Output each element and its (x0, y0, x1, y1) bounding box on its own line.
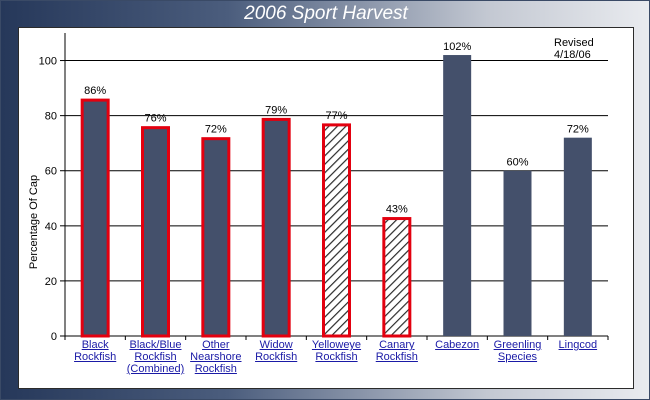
bar (443, 55, 472, 336)
bar (503, 170, 532, 336)
value-label: 77% (325, 110, 347, 122)
bar (382, 217, 412, 338)
value-label: 43% (386, 204, 408, 216)
bar (80, 98, 110, 338)
value-label: 60% (506, 157, 528, 169)
category-link[interactable]: Lingcod (558, 339, 598, 351)
category-link[interactable]: Black/Blue Rockfish (Combined) (126, 339, 185, 375)
category-link[interactable]: Widow Rockfish (255, 339, 298, 363)
y-tick-label: 20 (45, 276, 57, 288)
bars (80, 55, 592, 338)
category-link[interactable]: Greenling Species (493, 339, 542, 363)
chart-plot: 0 20 40 60 80 100 86% 76% 72% 79% 77% 43% 102% 60% 72… (39, 33, 609, 343)
category-link[interactable]: Other Nearshore Rockfish (190, 339, 242, 375)
y-tick-label: 80 (45, 111, 57, 123)
y-tick-label: 40 (45, 221, 57, 233)
value-label: 76% (144, 113, 166, 125)
chart-title: 2006 Sport Harvest (244, 3, 408, 24)
y-axis-label: Percentage Of Cap (28, 174, 40, 270)
revised-date: Revised 4/18/06 (554, 37, 594, 61)
category-link[interactable]: Cabezon (435, 339, 480, 351)
y-tick-label: 100 (39, 56, 57, 68)
value-label: 72% (205, 124, 227, 136)
bar (322, 123, 351, 338)
y-tick-label: 60 (45, 166, 57, 178)
value-label: 72% (567, 124, 589, 136)
category-link[interactable]: Canary Rockfish (375, 339, 418, 363)
value-label: 102% (443, 41, 471, 53)
plot-panel: 0 20 40 60 80 100 86% 76% 72% 79% 77% 43% 102% 60% 72… (18, 27, 634, 389)
y-tick-label: 0 (51, 331, 57, 343)
category-link[interactable]: Black Rockfish (74, 339, 117, 363)
bar (141, 126, 170, 338)
category-link[interactable]: Yelloweye Rockfish (311, 339, 362, 363)
value-label: 79% (265, 104, 287, 116)
bar (201, 137, 231, 338)
value-label: 86% (84, 85, 106, 97)
bar (261, 117, 291, 338)
bar (563, 137, 592, 336)
data-labels: 86% 76% 72% 79% 77% 43% 102% 60% 72% (84, 41, 589, 216)
